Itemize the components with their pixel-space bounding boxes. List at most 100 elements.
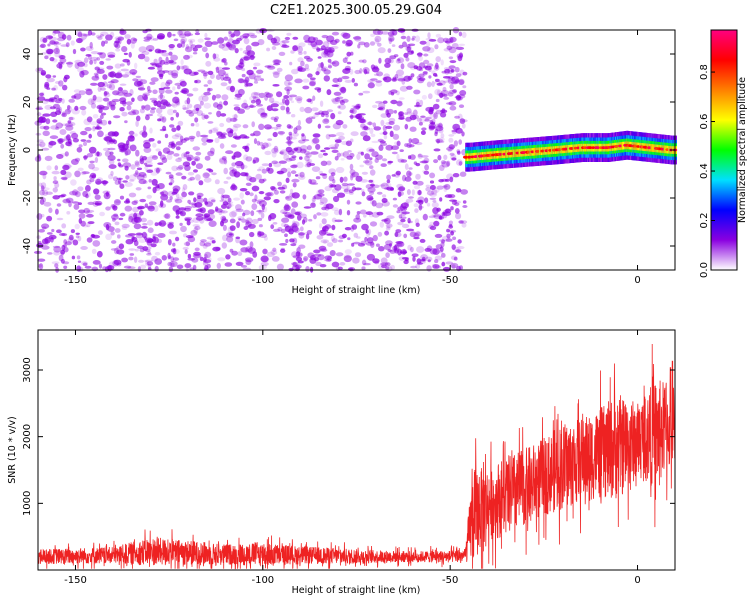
heatmap-cell [124,182,133,187]
heatmap-cell [365,242,375,246]
heatmap-cell [213,53,220,59]
heatmap-cell [397,221,404,226]
heatmap-cell [193,169,198,173]
heatmap-cell [74,223,80,230]
heatmap-cell [53,103,60,109]
heatmap-cell [426,40,431,48]
heatmap-cell [94,157,99,163]
heatmap-cell [46,48,54,55]
heatmap-cell [258,200,267,207]
heatmap-cell [436,82,443,86]
heatmap-cell [439,164,445,171]
heatmap-cell [97,86,102,92]
heatmap-cell [110,79,119,84]
heatmap-cell [140,217,148,223]
heatmap-cell [60,44,69,47]
heatmap-cell [299,106,305,113]
heatmap-cell [90,51,99,55]
heatmap-cell [372,234,378,242]
heatmap-cell [235,208,244,213]
heatmap-cell [126,38,132,45]
heatmap-cell [291,114,296,118]
heatmap-cell [427,32,431,39]
heatmap-cell [398,111,405,116]
spectrogram-x-ticks: -150 -100 -50 0 [64,30,641,286]
heatmap-cell [227,38,234,45]
heatmap-cell [431,70,436,75]
heatmap-cell [294,78,303,84]
heatmap-cell [185,162,191,166]
heatmap-cell [83,118,92,126]
heatmap-cell [77,38,85,42]
heatmap-cell [418,199,424,205]
heatmap-cell [302,139,310,142]
heatmap-cell [257,168,262,172]
colorbar-frame [710,29,738,271]
heatmap-cell [80,246,88,250]
heatmap-cell [154,222,159,227]
heatmap-cell [108,139,114,143]
heatmap-cell [51,87,56,91]
heatmap-cell [459,69,465,76]
heatmap-cell [133,172,141,178]
heatmap-cell [461,31,467,38]
heatmap-cell [179,135,184,142]
heatmap-cell [292,237,298,245]
heatmap-cell [431,189,438,195]
heatmap-cell [229,166,235,171]
heatmap-cell [71,255,76,260]
heatmap-cell [279,131,284,136]
heatmap-cell [94,194,101,200]
heatmap-cell [155,167,160,174]
heatmap-cell [194,44,203,49]
heatmap-cell [147,205,155,212]
heatmap-cell [202,260,208,266]
heatmap-cell [419,160,428,164]
heatmap-cell [312,95,316,101]
heatmap-cell [260,212,265,219]
heatmap-cell [188,38,196,43]
heatmap-cell [325,203,334,210]
heatmap-cell [238,218,242,221]
heatmap-cell [388,34,394,38]
heatmap-cell [435,78,440,82]
heatmap-cell [110,248,118,251]
colorbar-ticks: 0.00.20.40.60.8 [699,64,715,278]
heatmap-cell [264,91,270,95]
heatmap-cell [99,114,104,120]
heatmap-cell [207,197,216,204]
heatmap-cell [435,98,440,103]
heatmap-cell [264,150,272,156]
heatmap-cell [95,96,103,103]
spectrogram-y-label: Frequency (Hz) [7,114,18,186]
heatmap-cell [40,43,46,48]
heatmap-cell [149,155,158,158]
heatmap-cell [62,164,70,171]
heatmap-cell [172,33,176,37]
heatmap-cell [367,197,374,201]
heatmap-cell [212,126,219,132]
heatmap-cell [297,260,304,264]
heatmap-cell [289,192,296,198]
heatmap-cell [88,146,97,154]
heatmap-cell [291,201,299,208]
heatmap-cell [427,47,435,54]
heatmap-cell [116,246,120,249]
heatmap-cell [447,194,456,199]
heatmap-cell [180,225,187,233]
heatmap-cell [76,147,83,153]
heatmap-cell [256,209,265,213]
heatmap-cell [455,188,462,193]
heatmap-cell [419,259,426,264]
heatmap-cell [264,65,272,68]
heatmap-cell [320,67,327,72]
heatmap-cell [36,139,44,143]
heatmap-cell [279,190,286,194]
heatmap-cell [206,236,214,240]
heatmap-cell [61,112,67,118]
heatmap-cell [419,40,427,45]
heatmap-cell [117,162,122,167]
heatmap-cell [395,241,404,244]
heatmap-cell [233,151,242,158]
heatmap-cell [435,138,444,143]
